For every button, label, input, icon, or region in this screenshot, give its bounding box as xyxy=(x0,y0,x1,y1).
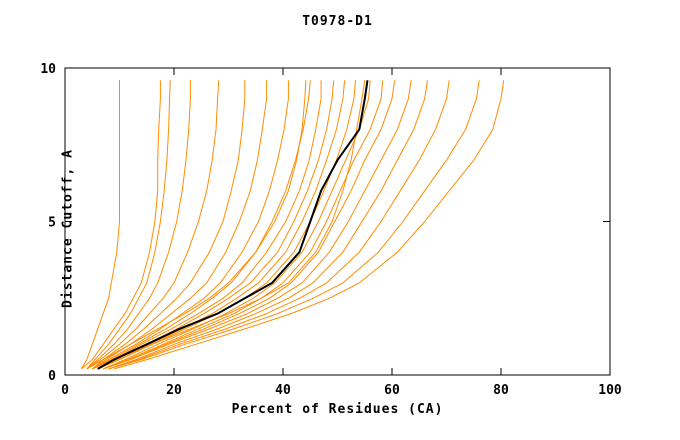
x-tick-label: 100 xyxy=(598,383,622,398)
series-model-05 xyxy=(86,80,220,370)
series-model-20 xyxy=(108,80,428,370)
series-model-04 xyxy=(86,80,191,370)
series-model-16 xyxy=(103,80,371,370)
x-tick-label: 80 xyxy=(493,383,509,398)
series-model-02 xyxy=(80,80,161,370)
series-model-11 xyxy=(97,80,322,370)
series-model-23 xyxy=(113,80,505,370)
y-tick-label: 0 xyxy=(48,369,56,384)
x-tick-label: 40 xyxy=(275,383,291,398)
series-model-12 xyxy=(97,80,335,370)
x-tick-label: 0 xyxy=(61,383,69,398)
x-tick-label: 20 xyxy=(166,383,182,398)
series-model-03 xyxy=(86,80,171,370)
plot-frame xyxy=(64,67,611,376)
x-tick-label: 60 xyxy=(384,383,400,398)
series-model-08 xyxy=(92,80,289,370)
series-model-15 xyxy=(92,80,366,370)
series-model-01 xyxy=(80,80,120,370)
series-highlight xyxy=(97,80,369,370)
series-model-10 xyxy=(92,80,311,370)
series-model-06 xyxy=(91,80,246,370)
series-model-09 xyxy=(86,80,307,370)
chart-title: T0978-D1 xyxy=(302,14,373,29)
series-model-22 xyxy=(108,80,480,370)
series-model-18 xyxy=(103,80,396,370)
y-tick-label: 10 xyxy=(40,62,56,77)
series-model-13 xyxy=(97,80,346,370)
series-model-21 xyxy=(108,80,450,370)
series-model-07 xyxy=(92,80,268,370)
series-model-19 xyxy=(103,80,412,370)
y-tick-label: 5 xyxy=(48,216,56,231)
series-model-17 xyxy=(103,80,384,370)
x-axis-label: Percent of Residues (CA) xyxy=(231,402,444,417)
